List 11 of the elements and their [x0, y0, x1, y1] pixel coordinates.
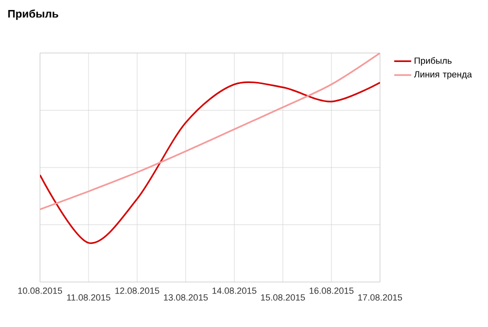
legend-label: Линия тренда — [414, 71, 472, 80]
chart-title: Прибыль — [8, 10, 58, 20]
x-tick-label: 13.08.2015 — [164, 294, 208, 301]
x-tick-label: 17.08.2015 — [358, 294, 402, 301]
x-tick-label: 10.08.2015 — [18, 288, 62, 294]
x-tick-label: 14.08.2015 — [212, 288, 256, 294]
legend-label: Прибыль — [414, 57, 452, 66]
x-tick-label: 12.08.2015 — [115, 288, 160, 294]
x-tick-label: 16.08.2015 — [310, 288, 354, 294]
x-tick-label: 15.08.2015 — [261, 294, 305, 301]
x-tick-label: 11.08.2015 — [67, 294, 110, 301]
